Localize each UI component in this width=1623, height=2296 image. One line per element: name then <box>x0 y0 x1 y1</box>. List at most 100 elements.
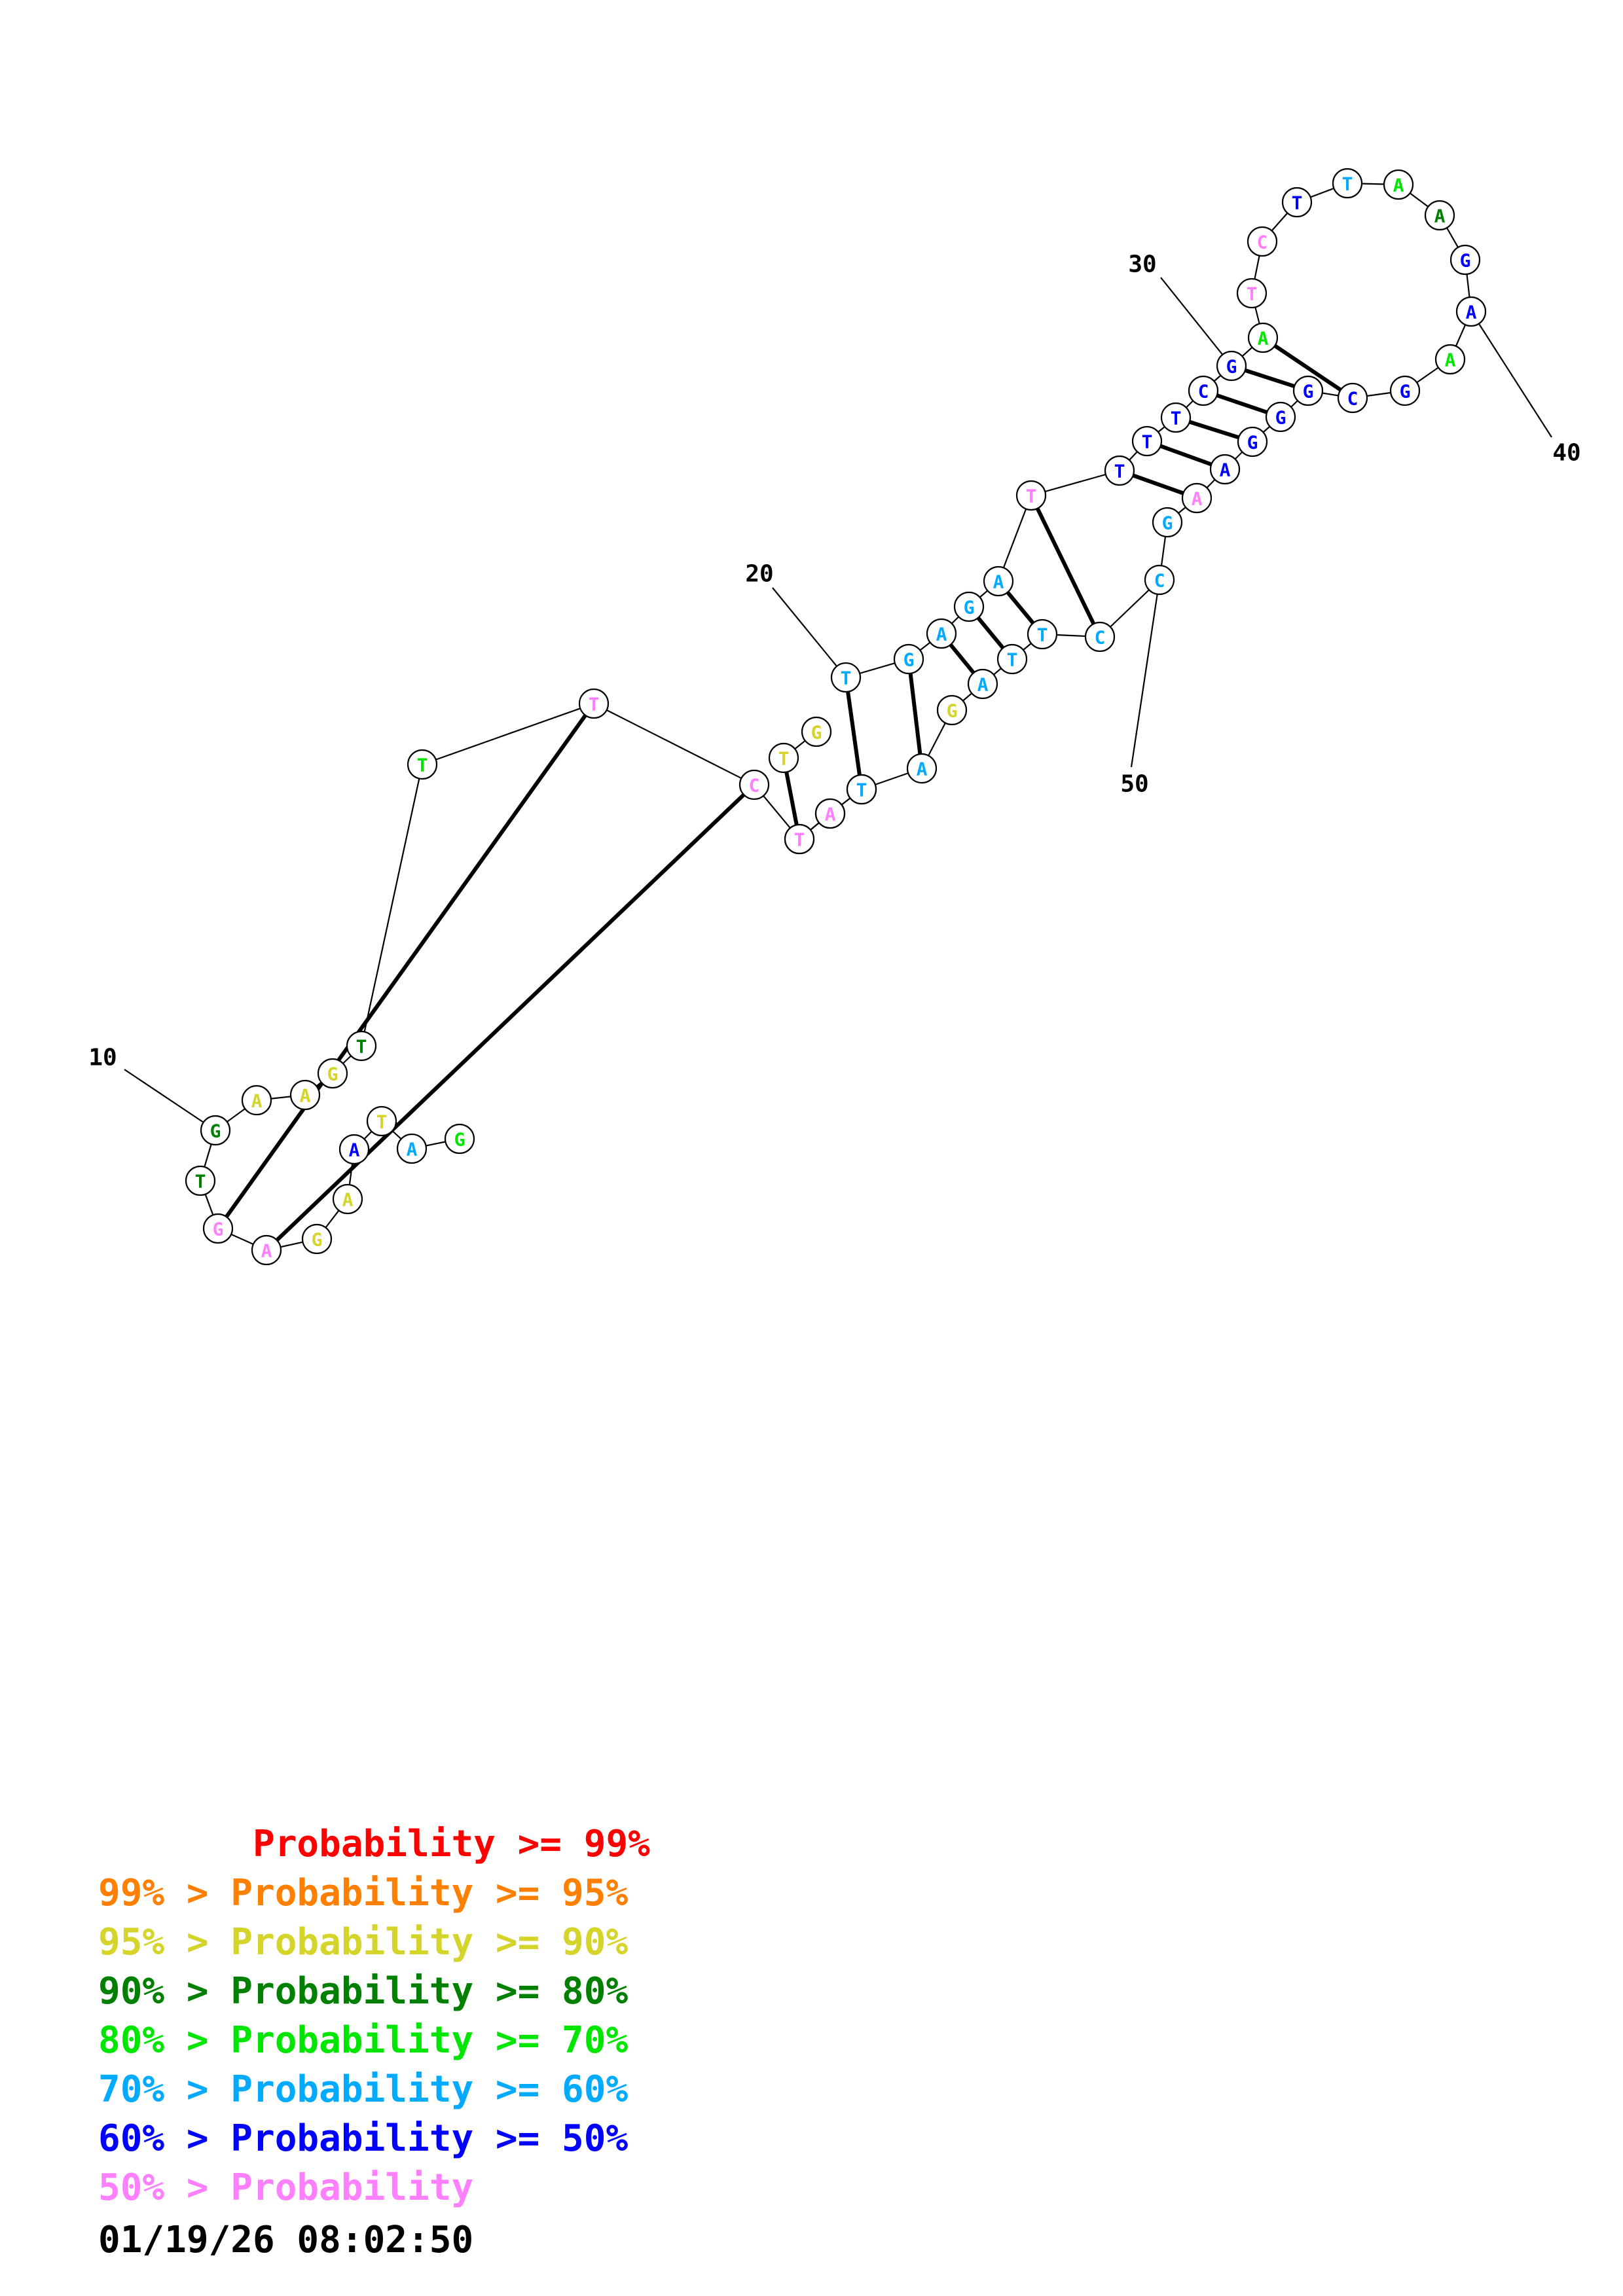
nucleotide-circle <box>1160 402 1192 433</box>
nucleotide-letter: T <box>841 668 852 689</box>
nucleotide-letter: T <box>589 694 600 715</box>
nucleotide-letter: G <box>1275 407 1286 429</box>
base-pair-line <box>1273 344 1342 392</box>
nucleotide-circle <box>1292 375 1324 406</box>
nucleotide-letter: A <box>300 1085 311 1107</box>
nucleotide-letter: T <box>856 780 867 801</box>
nucleotide-circle <box>1389 375 1421 406</box>
number-ticks: 10 20 30 40 50 <box>88 251 1581 1131</box>
legend-row: 90% > Probability >= 80% <box>98 1970 629 2013</box>
nucleotide: C <box>1247 226 1278 257</box>
nucleotide: A <box>396 1133 428 1164</box>
number-tick <box>124 1069 216 1131</box>
nucleotide-letter: A <box>993 571 1004 593</box>
base-pair-line <box>1189 420 1239 440</box>
nucleotide: T <box>578 688 610 719</box>
legend-row: 99% > Probability >= 95% <box>98 1872 629 1914</box>
nucleotide-letter: G <box>454 1129 465 1151</box>
nucleotide-circle <box>338 1134 370 1165</box>
nucleotide: C <box>1144 564 1175 596</box>
nucleotide-letter: T <box>794 829 805 851</box>
nucleotide: G <box>893 643 924 675</box>
nucleotide: G <box>1389 375 1421 406</box>
nucleotide: A <box>926 618 957 649</box>
legend-row: 95% > Probability >= 90% <box>98 1921 629 1964</box>
nucleotide-letter: T <box>356 1036 367 1058</box>
nucleotide-letter: G <box>1400 381 1411 403</box>
legend-row: 60% > Probability >= 50% <box>98 2117 629 2160</box>
nucleotide: T <box>1332 168 1363 199</box>
nucleotide-circle <box>202 1213 234 1244</box>
nucleotide-circle <box>1181 482 1213 514</box>
nucleotide: C <box>1337 382 1368 414</box>
nucleotide-letter: G <box>1247 432 1258 454</box>
nucleotide-letter: A <box>407 1139 418 1160</box>
nucleotide-circle <box>768 742 799 774</box>
nucleotide: G <box>1237 426 1268 457</box>
nucleotide: A <box>338 1134 370 1165</box>
nucleotide: T <box>1160 402 1192 433</box>
nucleotide-circle <box>1281 187 1313 218</box>
base-pair-line <box>1132 473 1184 495</box>
base-pair-line <box>908 673 922 755</box>
nucleotide: A <box>332 1183 363 1215</box>
nucleotide-circle <box>953 591 985 622</box>
nucleotide: T <box>366 1105 397 1137</box>
nucleotide-letter: T <box>376 1111 388 1133</box>
nucleotide-circle <box>1209 454 1241 485</box>
nucleotide-letter: A <box>251 1090 263 1112</box>
nucleotide: T <box>407 749 438 780</box>
nucleotide-circle <box>801 716 832 747</box>
nucleotide: G <box>1216 350 1247 382</box>
nucleotide: C <box>1084 621 1116 653</box>
nucleotide-letter: A <box>349 1139 360 1161</box>
nucleotide: T <box>1236 278 1267 309</box>
nucleotide-letter: G <box>947 700 958 722</box>
nucleotide: A <box>289 1079 321 1111</box>
nucleotide-circle <box>251 1234 282 1266</box>
nucleotide-circle <box>1104 455 1135 486</box>
nucleotide-circle <box>1188 375 1219 406</box>
nucleotide-circle <box>1332 168 1363 199</box>
nucleotide-letter: A <box>936 624 947 645</box>
nucleotide-letter: C <box>1347 388 1359 410</box>
nucleotide: C <box>739 769 770 800</box>
nucleotide-letter: T <box>778 748 790 770</box>
nucleotide: A <box>241 1085 272 1116</box>
nucleotide: G <box>1292 375 1324 406</box>
number-tick <box>772 587 847 678</box>
nucleotide-circle <box>1027 619 1058 650</box>
nucleotide-circle <box>926 618 957 649</box>
legend-row: 50% > Probability <box>98 2166 474 2209</box>
base-pair-line <box>949 643 976 674</box>
nucleotide-letter: T <box>1142 431 1153 453</box>
nucleotide-letter: C <box>1095 627 1106 649</box>
nucleotide-circle <box>1131 425 1163 457</box>
base-pair-line <box>1244 368 1296 389</box>
nucleotide: A <box>1434 344 1466 375</box>
nucleotide-circle <box>1084 621 1116 653</box>
nucleotide-circle <box>1152 507 1183 538</box>
nucleotide-circle <box>346 1030 377 1062</box>
nucleotide: G <box>1265 401 1296 433</box>
nucleotide: A <box>967 668 998 700</box>
nucleotide-letter: A <box>1220 459 1231 481</box>
nucleotide-letter: T <box>417 755 428 776</box>
nucleotide: G <box>301 1223 333 1255</box>
position-number-label: 40 <box>1552 440 1580 467</box>
base-pair-line <box>1159 444 1213 467</box>
nucleotide-circle <box>846 774 877 805</box>
nucleotide-letter: A <box>1192 488 1203 510</box>
nucleotide-letter: T <box>1247 283 1258 305</box>
nucleotide: T <box>846 774 877 805</box>
nucleotide-letter: A <box>825 804 836 825</box>
nucleotide: A <box>983 565 1014 597</box>
nucleotide-circle <box>814 798 846 829</box>
nucleotide-letter: A <box>342 1189 354 1211</box>
nucleotide-circle <box>407 749 438 780</box>
nucleotide: G <box>444 1123 475 1155</box>
base-pair-line <box>275 793 746 1242</box>
backbone-segment <box>997 495 1032 582</box>
nucleotide-circle <box>936 694 968 726</box>
nucleotide-letter: C <box>749 775 760 797</box>
